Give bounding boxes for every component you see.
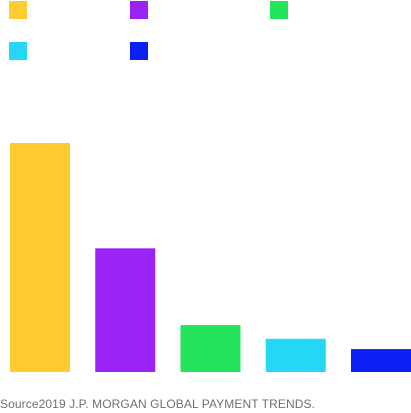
bar-5 [351, 349, 411, 372]
legend-swatch-4 [9, 42, 27, 60]
legend-swatch-3 [270, 1, 288, 19]
source-note: Source2019 J.P. MORGAN GLOBAL PAYMENT TR… [0, 397, 316, 411]
legend-swatch-5 [130, 42, 148, 60]
bar-1 [10, 143, 70, 372]
bar-4 [265, 338, 326, 372]
bar-3 [180, 325, 241, 373]
legend-swatch-2 [130, 1, 148, 19]
legend-swatch-1 [9, 1, 27, 19]
bar-2 [95, 248, 156, 372]
